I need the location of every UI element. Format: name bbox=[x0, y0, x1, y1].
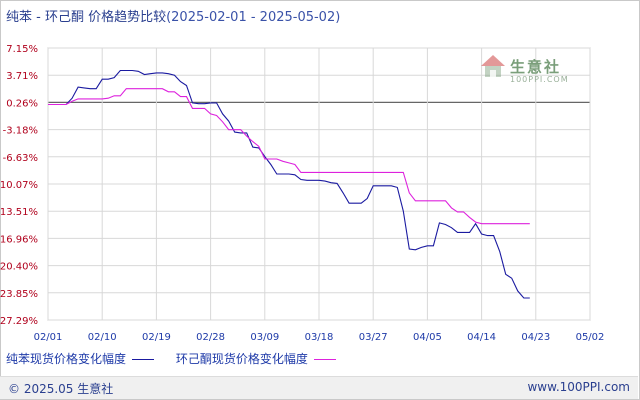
x-tick-label: 02/01 bbox=[34, 332, 63, 343]
y-tick-label: 7.15% bbox=[6, 44, 38, 55]
footer-copyright: © 2025.05 生意社 bbox=[8, 382, 114, 396]
y-tick-label: -13.51% bbox=[0, 207, 38, 218]
x-tick-label: 02/19 bbox=[142, 332, 171, 343]
footer-url[interactable]: www.100PPI.com bbox=[527, 380, 630, 394]
x-tick-label: 03/09 bbox=[250, 332, 279, 343]
y-tick-label: 3.71% bbox=[6, 71, 38, 82]
legend-item-benzene: 纯苯现货价格变化幅度 bbox=[6, 350, 155, 367]
series-line-benzene bbox=[48, 69, 530, 299]
legend-label-benzene: 纯苯现货价格变化幅度 bbox=[6, 352, 127, 366]
watermark-name: 生意社 bbox=[510, 58, 562, 76]
x-tick-label: 04/05 bbox=[413, 332, 442, 343]
legend-swatch-benzene bbox=[132, 359, 155, 360]
y-tick-label: -6.63% bbox=[3, 153, 38, 164]
legend-label-cyclohexanone: 环己酮现货价格变化幅度 bbox=[175, 352, 308, 366]
y-tick-label: -27.29% bbox=[0, 316, 38, 327]
series-line-cyclohexanone bbox=[48, 88, 530, 225]
chart-title-text: 纯苯 - 环己酮 价格趋势比较 bbox=[6, 10, 167, 25]
y-tick-label: -20.40% bbox=[0, 262, 38, 273]
watermark-site: 100PPI.COM bbox=[510, 75, 569, 84]
legend-item-cyclohexanone: 环己酮现货价格变化幅度 bbox=[176, 350, 336, 367]
house-logo-icon bbox=[481, 55, 505, 77]
x-tick-label: 03/18 bbox=[305, 332, 334, 343]
legend-swatch-cyclohexanone bbox=[313, 359, 336, 360]
x-tick-label: 04/14 bbox=[467, 332, 496, 343]
x-tick-label: 05/02 bbox=[576, 332, 605, 343]
chart-date-range: (2025-02-01 - 2025-05-02) bbox=[166, 10, 341, 25]
x-tick-label: 02/10 bbox=[88, 332, 117, 343]
y-tick-label: 0.26% bbox=[6, 98, 38, 109]
x-tick-label: 02/28 bbox=[196, 332, 225, 343]
y-tick-label: -23.85% bbox=[0, 289, 38, 300]
y-tick-label: -3.18% bbox=[3, 126, 38, 137]
y-tick-label: -10.07% bbox=[0, 180, 38, 191]
footer-bar: © 2025.05 生意社 www.100PPI.com bbox=[0, 376, 638, 399]
x-tick-label: 04/23 bbox=[521, 332, 550, 343]
chart-legend: 纯苯现货价格变化幅度 环己酮现货价格变化幅度 bbox=[6, 350, 354, 367]
y-tick-label: -16.96% bbox=[0, 234, 38, 245]
chart-title: 纯苯 - 环己酮 价格趋势比较(2025-02-01 - 2025-05-02) bbox=[6, 6, 340, 25]
x-tick-label: 03/27 bbox=[359, 332, 388, 343]
